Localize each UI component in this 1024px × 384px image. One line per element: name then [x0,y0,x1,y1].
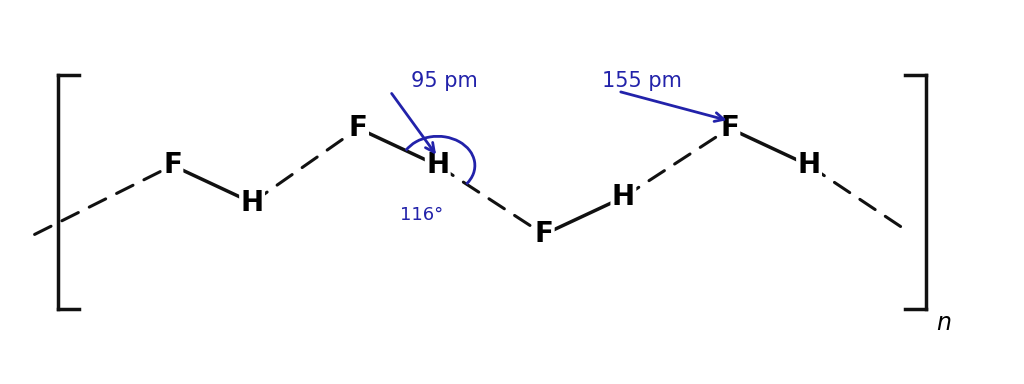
Text: 116°: 116° [400,206,443,224]
Text: F: F [163,151,182,179]
Text: H: H [241,189,263,217]
Text: 155 pm: 155 pm [602,71,682,91]
Text: H: H [611,183,635,211]
Text: 95 pm: 95 pm [412,71,478,91]
Text: H: H [798,151,820,179]
Text: F: F [720,114,739,142]
Text: H: H [426,151,450,179]
Text: F: F [535,220,553,248]
Text: $n$: $n$ [936,311,951,335]
Text: F: F [349,114,368,142]
